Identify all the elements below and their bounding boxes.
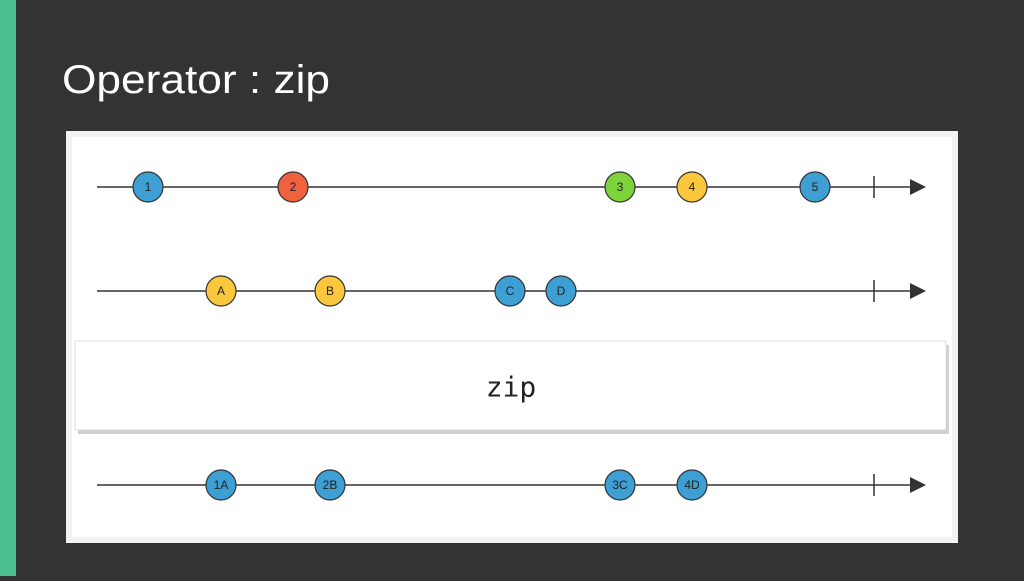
slide-title: Operator : zip: [62, 58, 330, 102]
marble-label: 4D: [684, 478, 700, 492]
marble-label: B: [326, 284, 334, 298]
marble: [132, 171, 164, 203]
marble-label: D: [557, 284, 566, 298]
marble-label: 5: [812, 180, 819, 194]
marble: [314, 469, 346, 501]
operator-box: [74, 340, 947, 431]
marble: [205, 469, 237, 501]
marble-label: C: [506, 284, 515, 298]
marble: [799, 171, 831, 203]
marble: [205, 275, 237, 307]
marble: [494, 275, 526, 307]
marble: [277, 171, 309, 203]
accent-bar: [0, 0, 16, 576]
timeline-arrow: [910, 477, 926, 493]
timeline-arrow: [910, 179, 926, 195]
marble: [604, 171, 636, 203]
timeline-arrow: [910, 283, 926, 299]
marble: [314, 275, 346, 307]
marble: [545, 275, 577, 307]
marble-label: 1A: [214, 478, 229, 492]
marble: [676, 171, 708, 203]
marble-label: A: [217, 284, 225, 298]
marble: [676, 469, 708, 501]
marble-label: 3: [617, 180, 624, 194]
marble-label: 2B: [323, 478, 338, 492]
marble-label: 1: [145, 180, 152, 194]
operator-label: zip: [486, 371, 537, 404]
marble-label: 3C: [612, 478, 628, 492]
marble-label: 2: [290, 180, 297, 194]
streams: 1 2 3 4 5 A B C D 1A 2B 3C 4D: [97, 171, 926, 501]
marble-label: 4: [689, 180, 696, 194]
marble: [604, 469, 636, 501]
